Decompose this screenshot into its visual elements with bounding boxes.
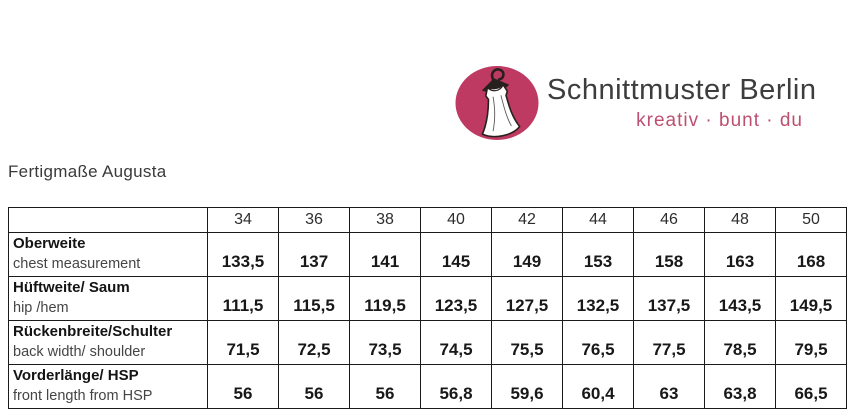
measurement-value-cell: 137,5 bbox=[633, 276, 705, 321]
row-label-english: hip /hem bbox=[13, 300, 69, 316]
measurement-value-cell: 73,5 bbox=[349, 320, 421, 365]
measurement-value-cell: 141 bbox=[349, 232, 421, 277]
measurement-value-cell: 72,5 bbox=[278, 320, 350, 365]
measurement-value-cell: 145 bbox=[420, 232, 492, 277]
measurement-value-cell: 127,5 bbox=[491, 276, 563, 321]
measurement-table: 34 36 38 40 42 44 46 48 50 Oberweite chest measur… bbox=[8, 207, 847, 409]
size-header-cell: 38 bbox=[349, 207, 421, 233]
size-header-row: 34 36 38 40 42 44 46 48 50 bbox=[8, 207, 847, 233]
measurement-value-cell: 149,5 bbox=[775, 276, 847, 321]
row-label-german: Rückenbreite/Schulter bbox=[13, 323, 173, 340]
size-header-cell: 36 bbox=[278, 207, 350, 233]
table-row: Oberweite chest measurement 133,5 137 141 145… bbox=[8, 232, 847, 277]
measurement-value-cell: 56 bbox=[207, 364, 279, 409]
row-label-cell: Rückenbreite/Schulter back width/ shoulde… bbox=[8, 320, 208, 365]
brand-text: Schnittmuster Berlin kreativ · bunt · du bbox=[547, 74, 817, 132]
measurement-value-cell: 111,5 bbox=[207, 276, 279, 321]
measurement-value-cell: 77,5 bbox=[633, 320, 705, 365]
table-row: Rückenbreite/Schulter back width/ shoulde… bbox=[8, 320, 847, 365]
row-label-cell: Oberweite chest measurement bbox=[8, 232, 208, 277]
brand-tagline: kreativ · bunt · du bbox=[636, 110, 803, 131]
measurement-value-cell: 56 bbox=[278, 364, 350, 409]
measurement-value-cell: 71,5 bbox=[207, 320, 279, 365]
measurement-value-cell: 115,5 bbox=[278, 276, 350, 321]
row-label-german: Vorderlänge/ HSP bbox=[13, 367, 139, 384]
measurement-value-cell: 149 bbox=[491, 232, 563, 277]
measurement-value-cell: 75,5 bbox=[491, 320, 563, 365]
measurement-value-cell: 63,8 bbox=[704, 364, 776, 409]
measurement-value-cell: 76,5 bbox=[562, 320, 634, 365]
measurement-value-cell: 59,6 bbox=[491, 364, 563, 409]
measurement-value-cell: 133,5 bbox=[207, 232, 279, 277]
measurement-value-cell: 66,5 bbox=[775, 364, 847, 409]
size-header-cell: 48 bbox=[704, 207, 776, 233]
measurement-value-cell: 79,5 bbox=[775, 320, 847, 365]
measurement-value-cell: 137 bbox=[278, 232, 350, 277]
brand-name: Schnittmuster Berlin bbox=[547, 74, 817, 106]
measurement-value-cell: 74,5 bbox=[420, 320, 492, 365]
measurement-value-cell: 168 bbox=[775, 232, 847, 277]
measurement-value-cell: 123,5 bbox=[420, 276, 492, 321]
measurement-value-cell: 153 bbox=[562, 232, 634, 277]
size-header-cell: 40 bbox=[420, 207, 492, 233]
measurement-value-cell: 132,5 bbox=[562, 276, 634, 321]
page-title: Fertigmaße Augusta bbox=[8, 162, 167, 181]
brand-header: Schnittmuster Berlin kreativ · bunt · du bbox=[453, 60, 817, 150]
measurement-value-cell: 63 bbox=[633, 364, 705, 409]
table-row: Vorderlänge/ HSP front length from HSP 56 5… bbox=[8, 364, 847, 409]
size-header-cell: 50 bbox=[775, 207, 847, 233]
size-header-cell: 34 bbox=[207, 207, 279, 233]
measurement-value-cell: 56,8 bbox=[420, 364, 492, 409]
size-header-cell: 44 bbox=[562, 207, 634, 233]
table-row: Hüftweite/ Saum hip /hem 111,5 115,5 119,5 12… bbox=[8, 276, 847, 321]
measurement-table-body: Oberweite chest measurement 133,5 137 141 145… bbox=[8, 232, 847, 409]
table-corner-cell bbox=[8, 207, 208, 233]
row-label-cell: Hüftweite/ Saum hip /hem bbox=[8, 276, 208, 321]
row-label-english: back width/ shoulder bbox=[13, 344, 146, 360]
row-label-english: chest measurement bbox=[13, 256, 141, 272]
measurement-value-cell: 163 bbox=[704, 232, 776, 277]
measurement-value-cell: 56 bbox=[349, 364, 421, 409]
row-label-german: Oberweite bbox=[13, 235, 86, 252]
dress-on-hanger-icon bbox=[455, 66, 539, 140]
measurement-value-cell: 158 bbox=[633, 232, 705, 277]
row-label-english: front length from HSP bbox=[13, 388, 153, 404]
measurement-value-cell: 78,5 bbox=[704, 320, 776, 365]
row-label-german: Hüftweite/ Saum bbox=[13, 279, 130, 296]
size-header-cell: 46 bbox=[633, 207, 705, 233]
row-label-cell: Vorderlänge/ HSP front length from HSP bbox=[8, 364, 208, 409]
measurement-value-cell: 119,5 bbox=[349, 276, 421, 321]
measurement-value-cell: 143,5 bbox=[704, 276, 776, 321]
measurement-value-cell: 60,4 bbox=[562, 364, 634, 409]
size-header-cell: 42 bbox=[491, 207, 563, 233]
